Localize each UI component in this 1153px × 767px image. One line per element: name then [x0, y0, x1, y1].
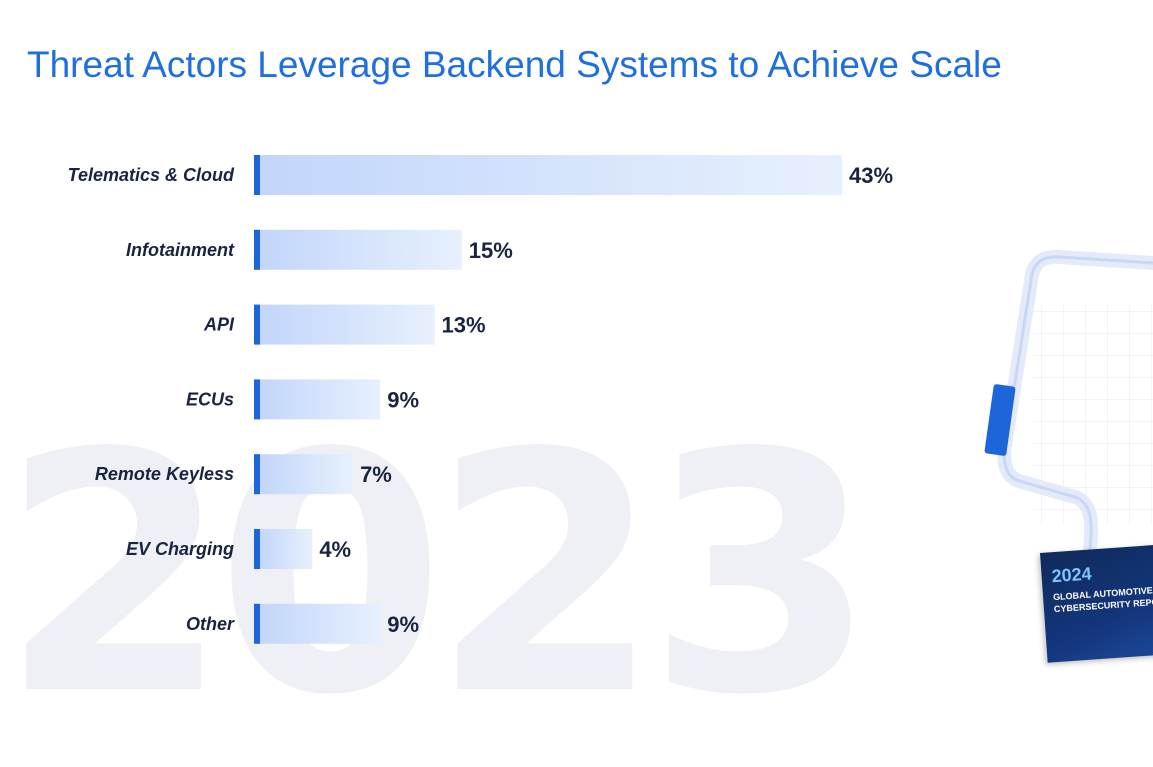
- value-label-1: 15%: [469, 238, 513, 263]
- category-label-1: Infotainment: [126, 240, 235, 260]
- bar-0: [258, 155, 842, 195]
- bar-accent-3: [254, 379, 260, 420]
- value-label-4: 7%: [360, 462, 392, 487]
- category-label-6: Other: [186, 614, 235, 634]
- bar-4: [258, 454, 354, 495]
- bar-6: [258, 603, 381, 644]
- bar-1: [258, 229, 462, 270]
- value-label-5: 4%: [319, 537, 351, 562]
- bar-accent-0: [254, 155, 260, 195]
- bar-3: [258, 379, 381, 420]
- bar-5: [258, 529, 313, 569]
- category-label-5: EV Charging: [126, 539, 234, 559]
- value-label-3: 9%: [387, 387, 419, 412]
- bar-2: [258, 304, 435, 345]
- category-label-0: Telematics & Cloud: [68, 165, 235, 185]
- page-title: Threat Actors Leverage Backend Systems t…: [27, 44, 1002, 85]
- category-label-2: API: [203, 315, 235, 335]
- bar-accent-5: [254, 529, 260, 569]
- category-label-4: Remote Keyless: [95, 464, 234, 484]
- value-label-2: 13%: [442, 313, 486, 338]
- bar-accent-2: [254, 304, 260, 345]
- value-label-0: 43%: [849, 163, 893, 188]
- bar-chart: Telematics & Cloud 43% Infotainment 15% API 1…: [68, 155, 893, 644]
- decorative-frame-graphic: [984, 249, 1153, 572]
- bar-accent-1: [254, 229, 260, 270]
- value-label-6: 9%: [387, 612, 419, 637]
- bar-accent-4: [254, 454, 260, 495]
- category-label-3: ECUs: [186, 389, 234, 409]
- bar-accent-6: [254, 603, 260, 644]
